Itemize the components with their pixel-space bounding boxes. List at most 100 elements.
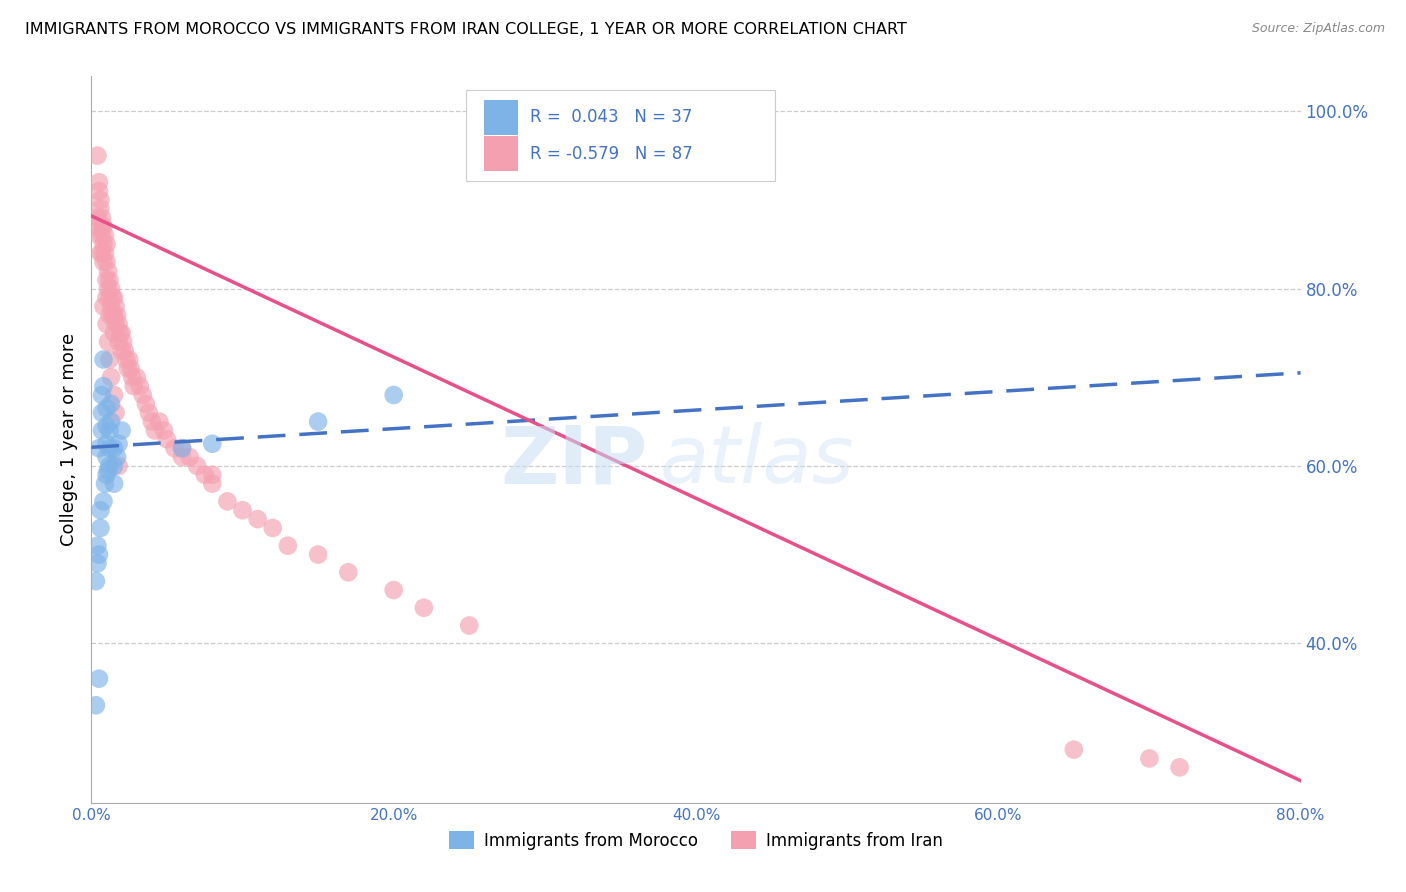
Text: ZIP: ZIP	[501, 422, 648, 500]
Point	[103, 441, 125, 455]
Point	[307, 415, 329, 429]
Point	[93, 494, 115, 508]
Point	[98, 441, 121, 455]
Point	[172, 450, 194, 464]
Point	[115, 352, 138, 367]
Text: atlas: atlas	[659, 422, 855, 500]
Point	[104, 317, 127, 331]
FancyBboxPatch shape	[467, 90, 775, 181]
Point	[84, 219, 107, 234]
Point	[172, 441, 194, 455]
Point	[246, 512, 269, 526]
Point	[172, 441, 194, 455]
Point	[103, 476, 125, 491]
Point	[114, 343, 136, 358]
Point	[111, 424, 132, 438]
Point	[307, 548, 329, 562]
Point	[100, 415, 122, 429]
Point	[163, 441, 186, 455]
Text: IMMIGRANTS FROM MOROCCO VS IMMIGRANTS FROM IRAN COLLEGE, 1 YEAR OR MORE CORRELAT: IMMIGRANTS FROM MOROCCO VS IMMIGRANTS FR…	[25, 22, 907, 37]
Point	[93, 237, 115, 252]
Legend: Immigrants from Morocco, Immigrants from Iran: Immigrants from Morocco, Immigrants from…	[443, 825, 949, 856]
Point	[103, 308, 125, 322]
Point	[89, 193, 111, 207]
Point	[413, 600, 436, 615]
Point	[104, 299, 127, 313]
Point	[84, 574, 107, 589]
Point	[86, 539, 108, 553]
Point	[86, 211, 108, 225]
Point	[107, 334, 129, 349]
Point	[84, 698, 107, 713]
Point	[94, 228, 117, 243]
Point	[382, 582, 405, 597]
Point	[108, 326, 131, 340]
Point	[91, 424, 114, 438]
Point	[96, 237, 118, 252]
Point	[100, 282, 122, 296]
Point	[96, 450, 118, 464]
Point	[179, 450, 201, 464]
Point	[153, 424, 176, 438]
Point	[337, 566, 360, 580]
Point	[96, 255, 118, 269]
Point	[105, 450, 128, 464]
Point	[217, 494, 239, 508]
Text: Source: ZipAtlas.com: Source: ZipAtlas.com	[1251, 22, 1385, 36]
Point	[100, 397, 122, 411]
Point	[117, 361, 139, 376]
Point	[112, 334, 135, 349]
Point	[93, 379, 115, 393]
Point	[87, 548, 110, 562]
Point	[1063, 742, 1085, 756]
Point	[111, 343, 132, 358]
Point	[93, 352, 115, 367]
Point	[111, 326, 132, 340]
Point	[87, 175, 110, 189]
Point	[277, 539, 299, 553]
Point	[91, 228, 114, 243]
Point	[91, 406, 114, 420]
Point	[458, 618, 481, 632]
Point	[93, 299, 115, 313]
Point	[91, 211, 114, 225]
Point	[201, 476, 224, 491]
Point	[86, 148, 108, 162]
Point	[201, 467, 224, 482]
Point	[101, 308, 124, 322]
Point	[98, 290, 121, 304]
Point	[96, 273, 118, 287]
Point	[98, 273, 121, 287]
Point	[96, 290, 118, 304]
Point	[97, 282, 120, 296]
Point	[96, 419, 118, 434]
Point	[91, 388, 114, 402]
Bar	[484, 100, 519, 135]
Point	[135, 397, 157, 411]
Point	[138, 406, 160, 420]
Point	[94, 246, 117, 260]
Text: R =  0.043   N = 37: R = 0.043 N = 37	[530, 108, 693, 127]
Y-axis label: College, 1 year or more: College, 1 year or more	[59, 333, 77, 546]
Point	[87, 672, 110, 686]
Point	[96, 436, 118, 450]
Point	[125, 370, 148, 384]
Point	[96, 467, 118, 482]
Point	[103, 326, 125, 340]
Point	[98, 424, 121, 438]
Point	[231, 503, 253, 517]
Point	[194, 467, 217, 482]
Point	[97, 334, 120, 349]
Point	[120, 361, 142, 376]
Point	[103, 388, 125, 402]
Point	[141, 415, 163, 429]
Point	[105, 308, 128, 322]
Point	[122, 379, 145, 393]
Point	[121, 370, 143, 384]
Point	[262, 521, 284, 535]
Point	[91, 219, 114, 234]
Point	[100, 299, 122, 313]
Point	[97, 463, 120, 477]
Point	[132, 388, 155, 402]
Point	[96, 317, 118, 331]
